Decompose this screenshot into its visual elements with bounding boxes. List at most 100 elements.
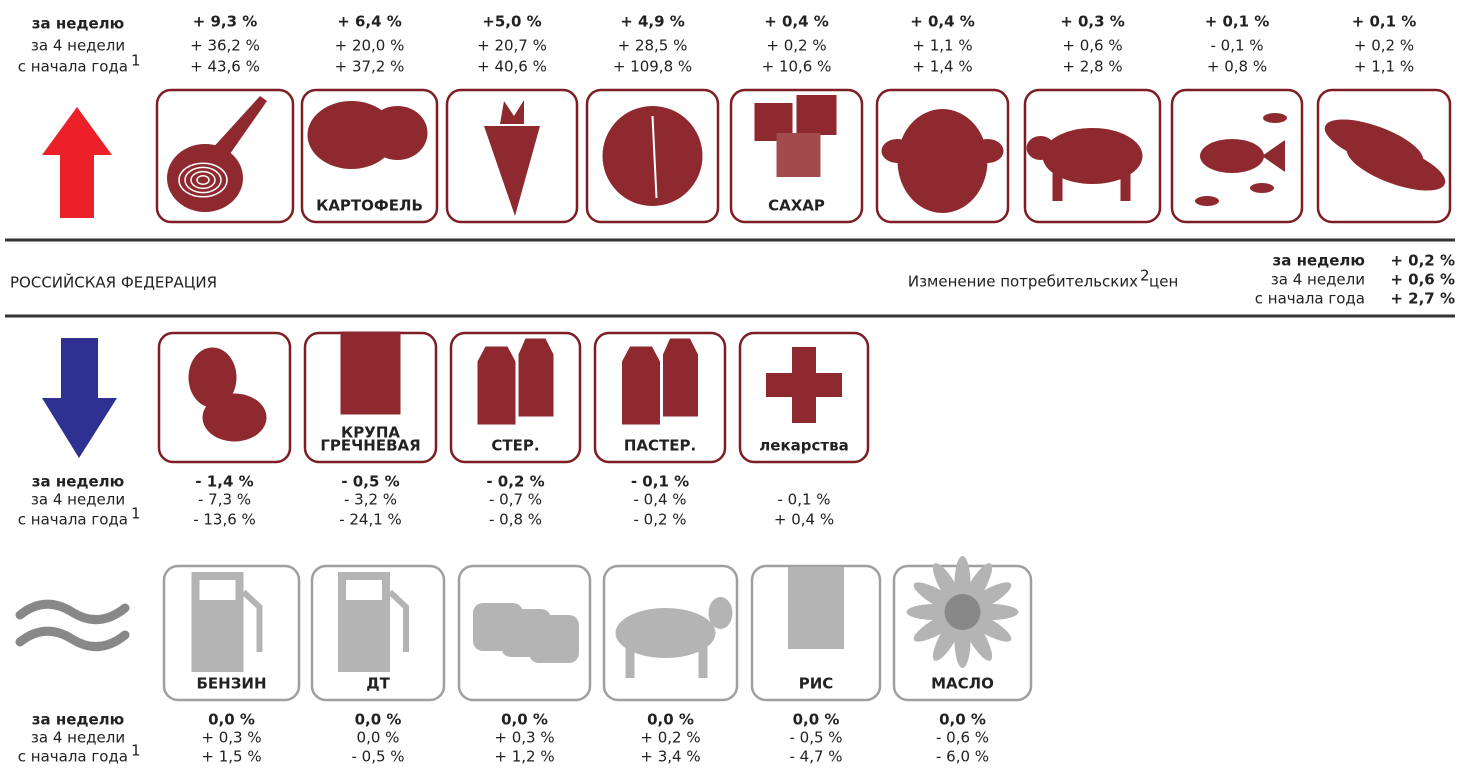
product-card bbox=[1316, 88, 1452, 224]
product-card bbox=[1023, 88, 1162, 224]
month-value: - 0,7 % bbox=[489, 491, 542, 509]
week-value: - 0,1 % bbox=[631, 473, 689, 491]
caption: Изменение потребительских bbox=[908, 273, 1138, 291]
month-value: + 0,2 % bbox=[766, 37, 826, 55]
ytd-value: - 0,2 % bbox=[633, 511, 686, 529]
icon-shape bbox=[625, 643, 635, 678]
product-card: РИС bbox=[750, 564, 882, 702]
icon-shape bbox=[167, 144, 243, 212]
product-card bbox=[875, 88, 1010, 224]
card-label: СТЕР. bbox=[491, 437, 539, 455]
week-value: 0,0 % bbox=[793, 711, 840, 729]
icon-shape bbox=[651, 115, 658, 199]
icon-shape bbox=[188, 347, 237, 408]
icon-shape bbox=[500, 100, 524, 124]
ytd-value: - 4,7 % bbox=[789, 748, 842, 766]
month-label: за 4 недели bbox=[1271, 271, 1365, 289]
ytd-value: + 40,6 % bbox=[477, 58, 547, 76]
month-value: + 0,2 % bbox=[1354, 37, 1414, 55]
month-value: + 0,3 % bbox=[201, 729, 261, 747]
product-card bbox=[602, 564, 739, 702]
week-value: 0,0 % bbox=[939, 711, 986, 729]
ytd-value: + 1,1 % bbox=[1354, 58, 1414, 76]
month-value: + 0,2 % bbox=[640, 729, 700, 747]
month-value: + 0,3 % bbox=[494, 729, 554, 747]
ytd-label: с начала года bbox=[18, 748, 128, 766]
icon-shape bbox=[190, 170, 216, 190]
ytd-label: с начала года bbox=[18, 511, 128, 529]
icon-shape bbox=[202, 393, 267, 442]
product-card: лекарства bbox=[738, 331, 870, 464]
ytd-value: + 37,2 % bbox=[335, 58, 405, 76]
footnote-mark: 1 bbox=[131, 742, 141, 760]
ytd-value: - 0,8 % bbox=[489, 511, 542, 529]
icon-shape bbox=[477, 346, 516, 425]
icon-shape bbox=[307, 101, 396, 169]
ytd-value: + 1,2 % bbox=[494, 748, 554, 766]
week-value: 0,0 % bbox=[208, 711, 255, 729]
icon-shape bbox=[346, 580, 382, 600]
ytd-value: + 2,7 % bbox=[1390, 290, 1455, 308]
month-value: - 7,3 % bbox=[198, 491, 251, 509]
product-card: САХАР bbox=[729, 88, 864, 224]
month-value: 0,0 % bbox=[357, 729, 400, 747]
icon-shape bbox=[1052, 171, 1063, 201]
week-value: - 0,2 % bbox=[486, 473, 544, 491]
card-label: КАРТОФЕЛЬ bbox=[316, 197, 423, 215]
week-value: + 0,1 % bbox=[1205, 13, 1270, 31]
week-value: + 0,1 % bbox=[1352, 13, 1417, 31]
card-label: ДТ bbox=[366, 675, 390, 693]
card-label: КРУПА bbox=[341, 424, 400, 442]
icon-shape bbox=[698, 643, 708, 678]
week-value: + 4,9 % bbox=[620, 13, 685, 31]
week-value: + 0,2 % bbox=[1390, 252, 1455, 270]
product-card bbox=[457, 564, 592, 702]
ytd-value: - 13,6 % bbox=[193, 511, 256, 529]
icon-shape bbox=[944, 594, 981, 630]
card-label: САХАР bbox=[768, 197, 825, 215]
month-value: + 20,7 % bbox=[477, 37, 547, 55]
month-label: за 4 недели bbox=[31, 491, 125, 509]
week-value: + 0,4 % bbox=[764, 13, 829, 31]
icon-shape bbox=[1195, 196, 1219, 206]
icon-shape bbox=[897, 109, 988, 213]
icon-shape bbox=[1120, 171, 1131, 201]
month-value: + 0,6 % bbox=[1390, 271, 1455, 289]
month-value: - 3,2 % bbox=[344, 491, 397, 509]
footnote-mark: 1 bbox=[131, 52, 141, 70]
icon-shape bbox=[1346, 141, 1446, 191]
icon-shape bbox=[663, 338, 698, 417]
week-value: 0,0 % bbox=[355, 711, 402, 729]
week-label: за неделю bbox=[32, 15, 124, 33]
card-label: РИС bbox=[799, 675, 834, 693]
month-value: - 0,4 % bbox=[633, 491, 686, 509]
month-value: - 0,1 % bbox=[1210, 37, 1263, 55]
icon-shape bbox=[622, 346, 660, 425]
icon-shape bbox=[708, 597, 733, 629]
icon-shape bbox=[1263, 113, 1287, 123]
week-label: за неделю bbox=[1273, 252, 1365, 270]
month-value: - 0,5 % bbox=[789, 729, 842, 747]
card-label: БЕНЗИН bbox=[197, 675, 267, 693]
ytd-value: + 0,8 % bbox=[1207, 58, 1267, 76]
month-value: + 36,2 % bbox=[190, 37, 260, 55]
footnote-mark: 2 bbox=[1140, 267, 1150, 285]
week-value: - 0,5 % bbox=[341, 473, 399, 491]
product-card bbox=[155, 88, 295, 224]
icon-shape bbox=[1262, 140, 1285, 172]
icon-shape bbox=[602, 106, 703, 206]
month-value: - 0,6 % bbox=[936, 729, 989, 747]
ytd-value: + 2,8 % bbox=[1062, 58, 1122, 76]
icon-shape bbox=[241, 589, 263, 652]
icon-shape bbox=[387, 589, 409, 652]
product-card bbox=[445, 88, 579, 224]
icon-shape bbox=[766, 373, 842, 397]
ytd-value: - 24,1 % bbox=[339, 511, 402, 529]
week-value: + 0,4 % bbox=[910, 13, 975, 31]
icon-shape bbox=[529, 615, 579, 663]
month-value: + 0,6 % bbox=[1062, 37, 1122, 55]
icon-shape bbox=[518, 338, 554, 417]
icon-shape bbox=[340, 331, 401, 415]
